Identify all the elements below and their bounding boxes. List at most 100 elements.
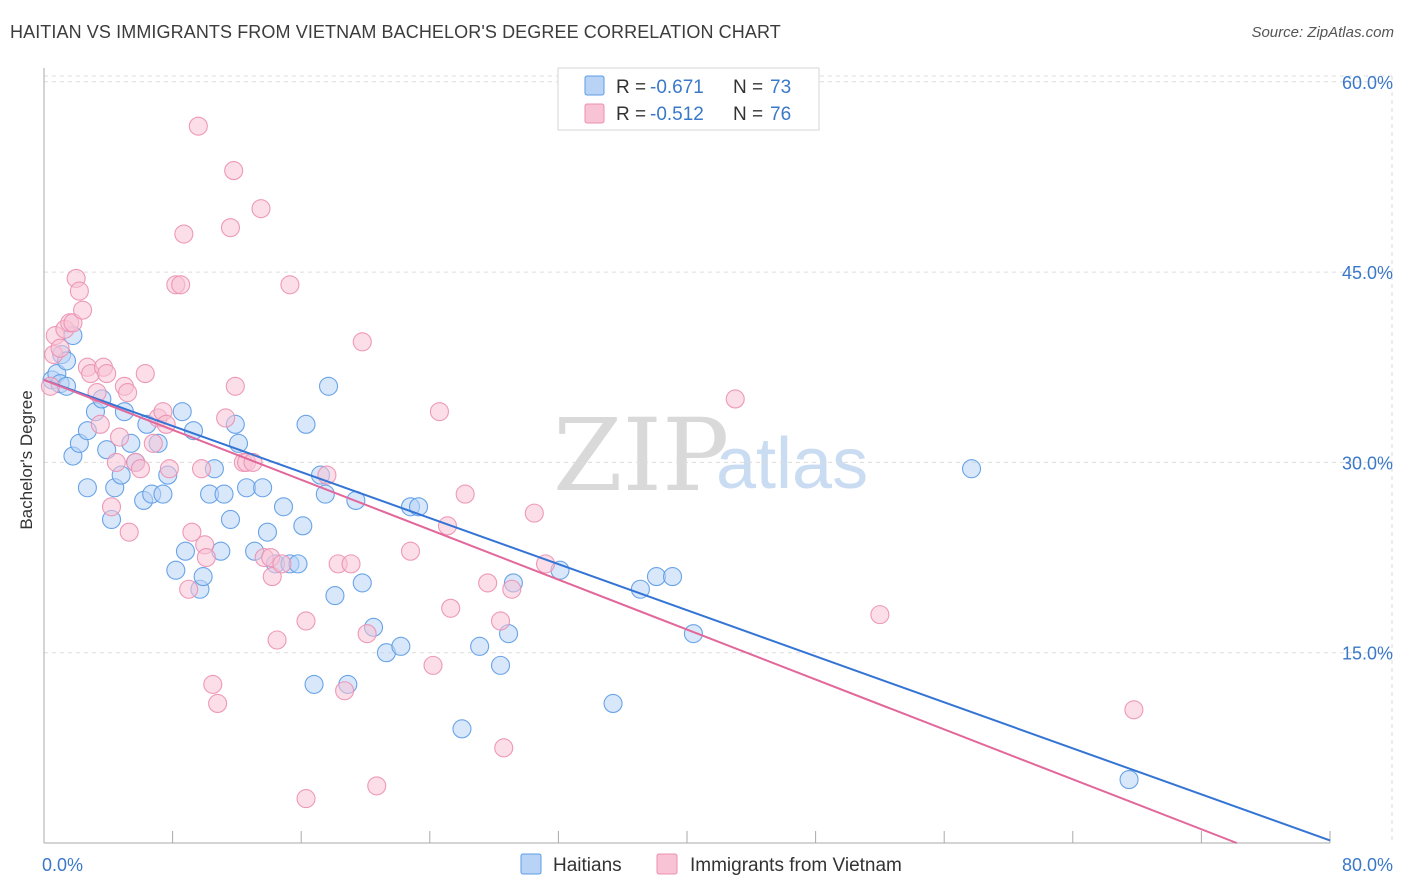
vietnam-point xyxy=(101,497,122,517)
haitians-point xyxy=(662,567,683,587)
vietnam-point xyxy=(63,313,83,333)
vietnam-point xyxy=(196,547,216,568)
vietnam-point xyxy=(1124,700,1144,720)
vietnam-point xyxy=(188,116,208,136)
legend-swatch-haitians xyxy=(584,75,605,96)
haitians-point xyxy=(97,440,117,460)
vietnam-point xyxy=(335,681,355,701)
haitians-point xyxy=(315,484,335,504)
haitians-point xyxy=(257,522,277,542)
vietnam-point xyxy=(191,459,212,479)
haitians-point xyxy=(490,655,511,675)
haitians-point xyxy=(1119,770,1139,790)
vietnam-point xyxy=(143,433,163,453)
vietnam-point xyxy=(220,218,241,238)
vietnam-point xyxy=(357,624,377,644)
vietnam-point xyxy=(130,459,150,479)
vietnam-point xyxy=(50,338,70,358)
vietnam-point xyxy=(441,598,461,618)
vietnam-point xyxy=(179,579,199,599)
correlation-legend: R = -0.671 N = 73 R = -0.512 N = 76 xyxy=(557,67,820,131)
vietnam-point xyxy=(490,611,511,631)
vietnam-points xyxy=(40,116,1144,809)
vietnam-point xyxy=(97,364,117,384)
vietnam-point xyxy=(171,275,191,295)
series-legend: Haitians Immigrants from Vietnam xyxy=(520,853,902,876)
legend-r-value-0: -0.671 xyxy=(650,77,704,98)
haitians-point xyxy=(253,478,273,498)
vietnam-point xyxy=(90,414,110,434)
haitians-point xyxy=(646,567,667,587)
haitians-point xyxy=(318,376,339,396)
legend-swatch-vietnam xyxy=(584,103,605,124)
vietnam-point xyxy=(251,199,271,219)
haitians-point xyxy=(293,516,313,536)
chart-title: HAITIAN VS IMMIGRANTS FROM VIETNAM BACHE… xyxy=(10,22,781,42)
vietnam-point xyxy=(296,611,316,631)
legend-r-label-1: R = xyxy=(616,104,646,125)
haitians-point xyxy=(961,459,982,479)
haitians-point xyxy=(296,414,316,434)
vietnam-point xyxy=(203,674,223,694)
haitians-point xyxy=(273,497,294,517)
vietnam-trend-line xyxy=(43,378,1238,844)
series-legend-label-haitians: Haitians xyxy=(553,855,622,876)
vietnam-point xyxy=(870,605,890,625)
vietnam-point xyxy=(208,693,228,713)
y-tick-label: 60.0% xyxy=(1342,73,1393,93)
vietnam-point xyxy=(243,452,263,472)
vietnam-point xyxy=(535,554,556,574)
vietnam-point xyxy=(423,655,443,675)
vietnam-point xyxy=(135,364,155,384)
y-tick-label: 15.0% xyxy=(1342,644,1393,664)
haitians-point xyxy=(172,402,192,422)
vietnam-point xyxy=(352,332,372,352)
haitians-point xyxy=(683,624,703,644)
y-tick-label: 30.0% xyxy=(1342,453,1393,473)
haitians-point xyxy=(166,560,186,580)
y-tick-labels: 15.0% 30.0% 45.0% 60.0% xyxy=(1342,73,1393,664)
vietnam-point xyxy=(272,554,292,574)
vietnam-point xyxy=(110,427,130,447)
vietnam-point xyxy=(119,522,139,542)
haitians-point xyxy=(391,636,411,656)
vietnam-point xyxy=(224,161,244,181)
vietnam-point xyxy=(524,503,544,523)
vietnam-point xyxy=(437,516,458,536)
haitians-trend-line xyxy=(43,378,1331,842)
vietnam-point xyxy=(494,738,514,758)
x-tick-max: 80.0% xyxy=(1342,855,1393,875)
haitians-point xyxy=(288,554,308,574)
haitians-point xyxy=(352,573,372,593)
vietnam-point xyxy=(341,554,361,574)
haitians-point xyxy=(304,674,324,694)
haitians-point xyxy=(153,484,173,504)
vietnam-point xyxy=(118,383,138,403)
vietnam-point xyxy=(262,567,282,587)
haitians-point xyxy=(603,693,623,713)
haitians-point xyxy=(214,484,234,504)
vietnam-point xyxy=(455,484,475,504)
vietnam-point xyxy=(296,789,316,809)
haitians-point xyxy=(325,586,345,606)
axes xyxy=(43,68,1331,844)
haitians-point xyxy=(77,478,97,498)
haitians-point xyxy=(175,541,196,561)
vietnam-point xyxy=(182,522,202,542)
vietnam-point xyxy=(159,459,179,479)
legend-r-label-0: R = xyxy=(616,77,646,98)
vietnam-point xyxy=(725,389,745,409)
vietnam-point xyxy=(478,573,498,593)
vietnam-point xyxy=(400,541,421,561)
watermark-atlas: atlas xyxy=(716,424,868,504)
watermark-zip: ZIP xyxy=(553,397,729,514)
legend-n-label-1: N = xyxy=(733,104,763,125)
legend-n-value-1: 76 xyxy=(770,104,791,125)
y-tick-label: 45.0% xyxy=(1342,263,1393,283)
haitians-point xyxy=(452,719,472,739)
vietnam-point xyxy=(73,300,93,320)
legend-n-label-0: N = xyxy=(733,77,763,98)
vietnam-point xyxy=(502,579,522,599)
vietnam-point xyxy=(225,376,245,396)
